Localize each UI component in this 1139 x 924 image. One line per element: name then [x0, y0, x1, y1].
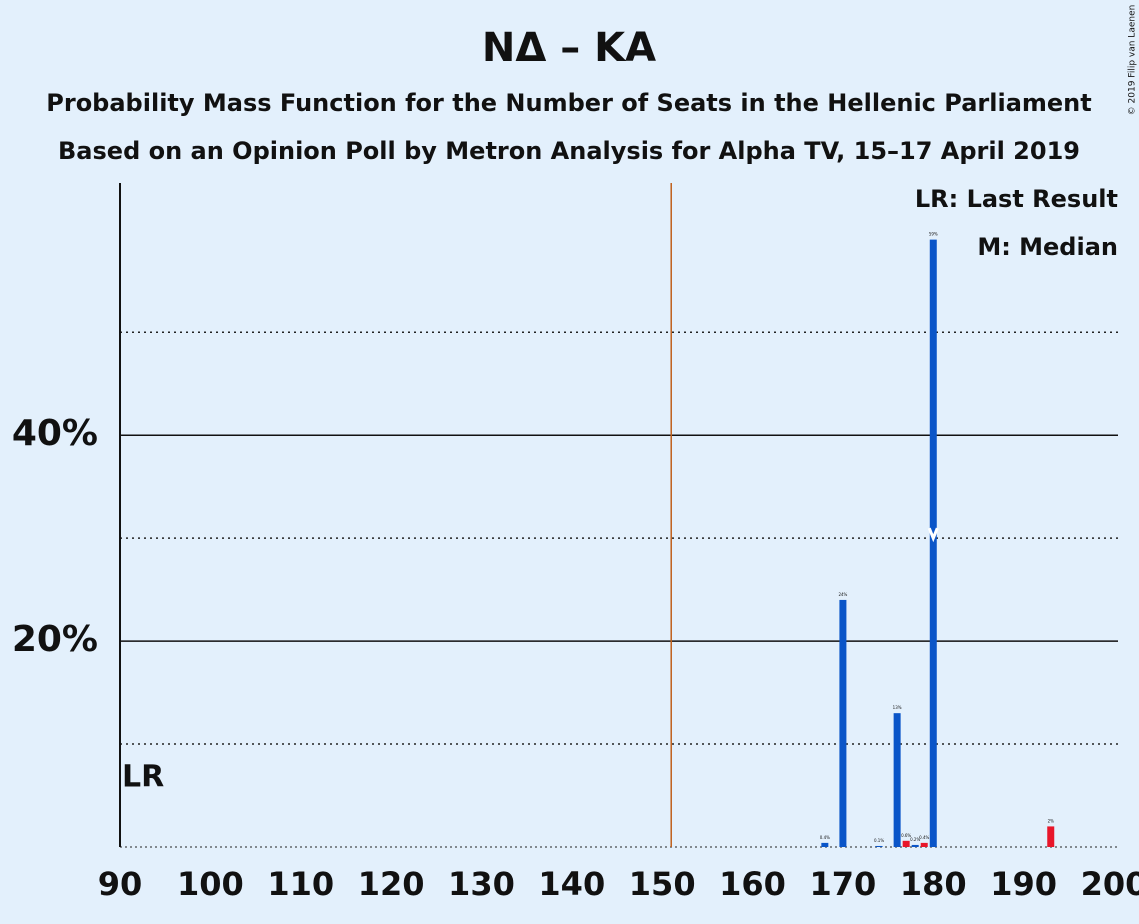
last-result-label: LR — [122, 760, 164, 795]
x-tick-label: 150 — [629, 865, 696, 903]
legend-entry: M: Median — [977, 233, 1118, 261]
x-tick-label: 160 — [719, 865, 786, 903]
x-tick-label: 100 — [177, 865, 244, 903]
chart-subtitle: Based on an Opinion Poll by Metron Analy… — [58, 137, 1080, 165]
y-tick-label: 40% — [12, 413, 98, 454]
value-label: 0.2% — [910, 837, 920, 842]
legend-entry: LR: Last Result — [915, 185, 1118, 213]
value-label: 0.6% — [901, 833, 911, 838]
bar — [1047, 826, 1055, 847]
copyright: © 2019 Filip van Laenen — [1128, 5, 1138, 116]
value-label: 0.4% — [919, 835, 929, 840]
x-tick-label: 120 — [358, 865, 425, 903]
x-tick-label: 140 — [538, 865, 605, 903]
median-marker — [927, 527, 939, 543]
chart-title: NΔ – KA — [482, 25, 656, 71]
x-tick-label: 110 — [267, 865, 334, 903]
bar — [902, 840, 910, 847]
chart-subtitle: Probability Mass Function for the Number… — [46, 89, 1091, 117]
y-tick-label: 20% — [12, 619, 98, 660]
value-label: 0.1% — [874, 838, 884, 843]
x-tick-label: 200 — [1081, 865, 1139, 903]
value-label: 13% — [893, 705, 902, 710]
value-label: 59% — [929, 232, 938, 237]
bar — [911, 844, 919, 847]
bar — [893, 713, 901, 847]
bar — [821, 842, 829, 847]
x-tick-label: 90 — [98, 865, 143, 903]
bar — [875, 845, 883, 847]
bar — [920, 842, 928, 847]
value-label: 0.4% — [820, 835, 830, 840]
x-tick-label: 130 — [448, 865, 515, 903]
value-label: 24% — [838, 592, 847, 597]
x-tick-label: 170 — [810, 865, 877, 903]
x-tick-label: 180 — [900, 865, 967, 903]
bar — [839, 599, 847, 847]
value-label: 2% — [1048, 818, 1055, 823]
bar — [929, 239, 937, 848]
x-tick-label: 190 — [990, 865, 1057, 903]
